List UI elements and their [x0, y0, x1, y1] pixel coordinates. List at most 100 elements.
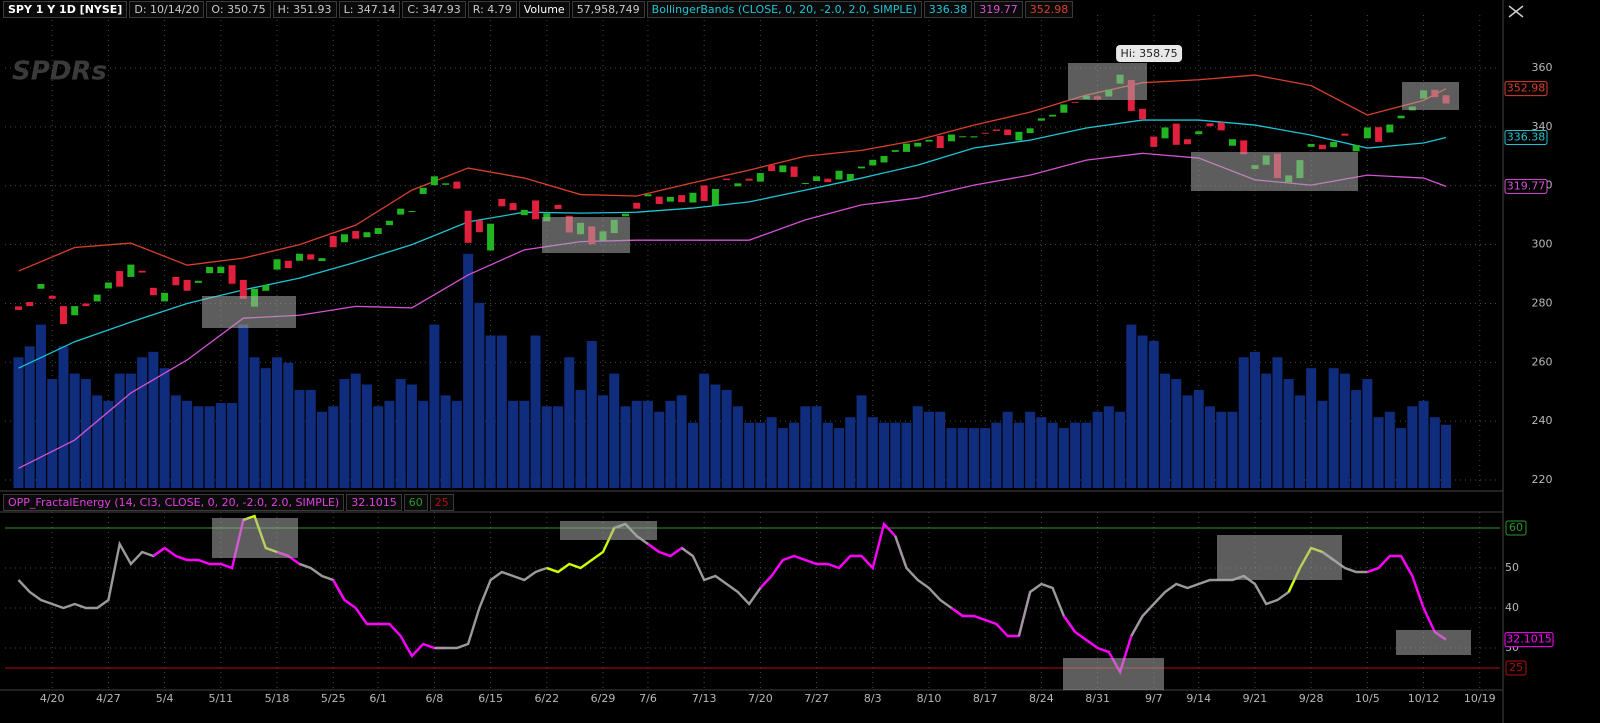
candle-body [48, 295, 56, 299]
value-tag [1505, 520, 1527, 536]
candle-body [487, 223, 495, 251]
volume-bar [800, 406, 811, 488]
x-tick-label: 9/28 [1299, 692, 1324, 705]
candle-body [104, 282, 112, 289]
volume-bar [598, 395, 608, 488]
candle-body [992, 129, 1000, 131]
volume-bar [272, 357, 283, 488]
candle-body [82, 303, 90, 307]
volume-bar [1283, 379, 1294, 488]
volume-bar [350, 373, 361, 488]
value-tag [1504, 130, 1548, 146]
volume-bar [305, 389, 316, 488]
volume-bar [283, 362, 294, 488]
volume-bar [541, 406, 552, 488]
fractal-energy-line [1366, 554, 1447, 641]
volume-bar [530, 335, 541, 488]
x-tick-label: 6/22 [534, 692, 559, 705]
candle-body [959, 136, 967, 138]
volume-bar [957, 428, 968, 488]
highlight-box [560, 521, 657, 540]
watermark: SPDRs [12, 57, 107, 87]
volume-bar [125, 373, 136, 488]
candle-body [655, 196, 663, 204]
candle-body [284, 260, 292, 269]
candle-body [621, 213, 629, 217]
candle-body [1240, 140, 1248, 155]
info-field: C: 347.93 [402, 1, 466, 18]
candle-body [1071, 101, 1079, 103]
volume-bar [980, 428, 991, 488]
highlight-box [212, 518, 298, 558]
volume-bar [620, 406, 631, 488]
volume-bar [991, 422, 1002, 488]
study-label: BollingerBands (CLOSE, 0, 20, -2.0, 2.0,… [646, 1, 922, 18]
highlight-box [1396, 630, 1471, 655]
volume-bar [575, 389, 586, 488]
candle-body [239, 279, 247, 299]
volume-bar [1272, 357, 1283, 488]
x-tick-label: 7/27 [804, 692, 829, 705]
volume-bar [901, 422, 912, 488]
candle-body [475, 220, 483, 233]
candle-body [835, 170, 843, 180]
value-tag-label: 319.77 [1507, 179, 1546, 192]
candle-body [385, 220, 393, 226]
x-tick-label: 7/20 [748, 692, 773, 705]
volume-bar [1294, 395, 1305, 488]
candle-body [1206, 123, 1214, 127]
candle-body [116, 271, 124, 287]
candle-body [779, 165, 787, 173]
y-tick-label: 280 [1532, 296, 1553, 309]
x-tick-label: 5/11 [208, 692, 233, 705]
fractal-energy-line [332, 579, 446, 659]
volume-bar [553, 406, 564, 488]
y-tick-label: 300 [1532, 238, 1553, 251]
volume-bar [890, 422, 901, 488]
volume-bar [935, 411, 946, 488]
close-icon[interactable] [1508, 5, 1524, 18]
volume-bar [429, 324, 440, 488]
volume-bar [1384, 411, 1395, 488]
candle-body [161, 292, 169, 302]
candle-body [633, 202, 641, 209]
candle-body [1363, 127, 1371, 139]
x-tick-label: 5/18 [265, 692, 290, 705]
volume-bar [721, 389, 732, 488]
candle-body [374, 228, 382, 234]
candle-body [858, 166, 866, 169]
candle-body [206, 266, 214, 274]
volume-bar [1047, 422, 1058, 488]
candle-body [801, 183, 809, 185]
volume-bar [249, 357, 260, 488]
volume-bar [1070, 422, 1081, 488]
volume-bar [744, 422, 755, 488]
candle-body [947, 134, 955, 142]
highlight-box [1191, 152, 1358, 191]
volume-bar [373, 406, 384, 488]
candle-body [880, 155, 888, 163]
candle-body [93, 294, 101, 302]
volume-bar [451, 400, 462, 488]
info-field: R: 4.79 [467, 1, 517, 18]
candle-body [296, 253, 304, 261]
volume-bar [1036, 417, 1047, 488]
volume-bar [361, 384, 372, 488]
volume-bar [1137, 335, 1148, 488]
volume-bar [1002, 411, 1013, 488]
volume-value: 57,958,749 [571, 1, 645, 18]
candle-body [1172, 123, 1180, 145]
volume-bar [642, 400, 653, 488]
volume-bar [1249, 351, 1260, 488]
close-icon-stroke[interactable] [1508, 5, 1524, 18]
volume-bar [609, 373, 620, 488]
level-value: 60 [403, 494, 428, 511]
band-value: 336.38 [923, 1, 973, 18]
volume-bar [912, 406, 923, 488]
candle-body [363, 232, 371, 238]
info-field: O: 350.75 [206, 1, 271, 18]
candle-body [1375, 127, 1383, 142]
x-tick-label: 4/20 [40, 692, 65, 705]
volume-bar [822, 422, 833, 488]
volume-bar [1407, 406, 1418, 488]
